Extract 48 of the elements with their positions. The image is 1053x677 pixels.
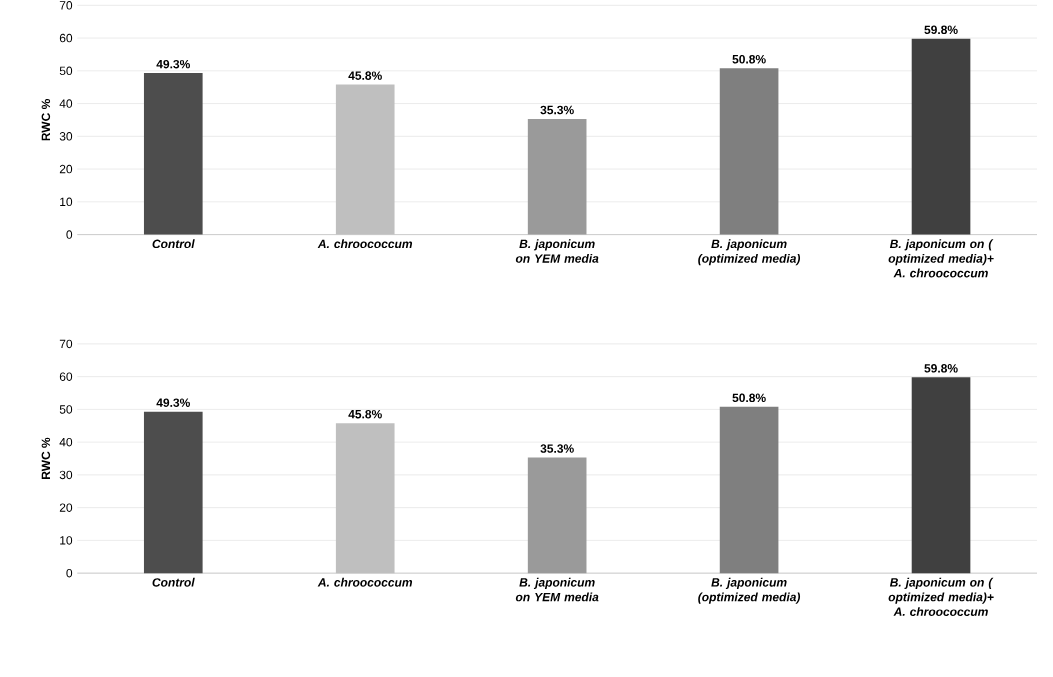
- data-label: 35.3%: [540, 444, 574, 453]
- y-tick-label: 10: [60, 536, 73, 545]
- x-tick-label: B. japonicum on YEM media: [515, 239, 599, 263]
- bar: [527, 457, 587, 574]
- y-tick-label: 10: [60, 197, 73, 207]
- bar: [335, 423, 395, 574]
- x-tick-label: B. japonicum on ( optimized media)+ A. chroococcum: [888, 239, 994, 278]
- y-tick-label: 20: [59, 164, 73, 174]
- bar: [911, 377, 971, 574]
- y-tick-label: 50: [59, 405, 73, 414]
- bar: [143, 411, 203, 574]
- y-tick-label: 20: [59, 503, 73, 512]
- x-tick-label: B. japonicum on YEM media: [515, 577, 599, 602]
- data-label: 59.8%: [924, 25, 958, 34]
- y-tick-label: 40: [59, 99, 73, 108]
- y-tick-label: 50: [59, 66, 73, 76]
- data-label: 50.8%: [732, 54, 766, 64]
- y-tick-label: 70: [59, 339, 73, 349]
- bar: [911, 38, 971, 235]
- y-axis-title: RWC %: [41, 437, 51, 479]
- y-tick-label: 30: [59, 132, 73, 141]
- x-tick-label: B. japonicum (optimized media): [698, 577, 801, 604]
- data-label: 45.8%: [348, 71, 382, 80]
- bar: [719, 68, 779, 235]
- x-tick-label: B. japonicum on ( optimized media)+ A. chroococcum: [888, 577, 994, 616]
- data-label: 45.8%: [348, 409, 382, 419]
- y-axis-title: RWC %: [41, 99, 51, 141]
- y-tick-label: 60: [59, 33, 73, 43]
- x-tick-label: A. chroococcum: [317, 577, 413, 587]
- y-tick-label: 0: [66, 568, 73, 578]
- data-label: 49.3%: [156, 59, 190, 69]
- bar: [335, 84, 395, 235]
- x-tick-label: B. japonicum (optimized media): [698, 239, 801, 266]
- x-tick-label: Control: [152, 577, 195, 587]
- bar: [143, 73, 203, 235]
- data-label: 59.8%: [924, 364, 958, 373]
- bar: [719, 406, 779, 574]
- y-tick-label: 70: [59, 1, 73, 10]
- y-tick-label: 30: [59, 470, 73, 480]
- y-tick-label: 60: [59, 372, 73, 381]
- x-tick-label: Control: [152, 239, 195, 249]
- y-tick-label: 0: [66, 230, 73, 239]
- data-label: 50.8%: [732, 393, 766, 403]
- y-tick-label: 40: [59, 437, 73, 447]
- bar: [527, 118, 587, 235]
- data-label: 49.3%: [156, 398, 190, 407]
- x-tick-label: A. chroococcum: [317, 239, 413, 249]
- data-label: 35.3%: [540, 105, 574, 115]
